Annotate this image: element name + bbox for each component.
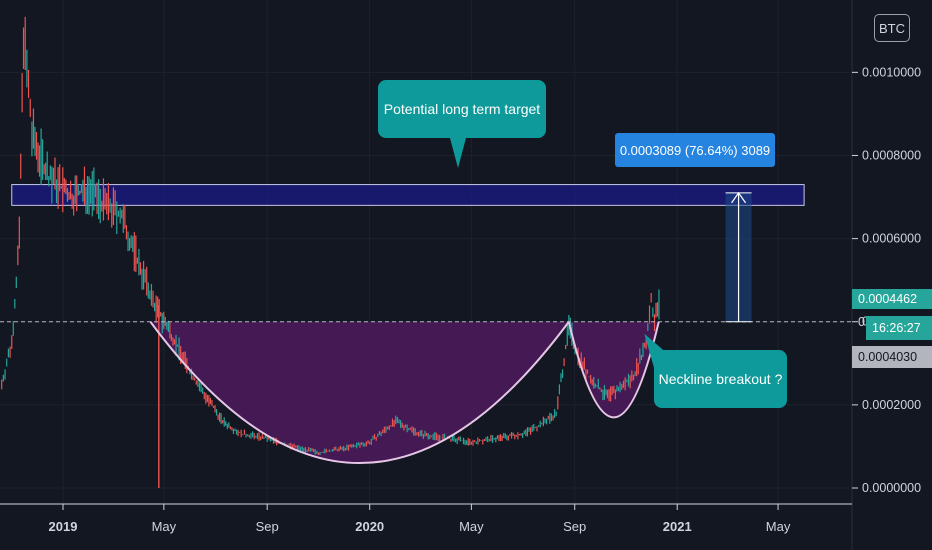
target-zone — [11, 184, 805, 206]
y-tick-label: 0.0008000 — [862, 148, 921, 162]
target-callout: Potential long term target — [378, 80, 546, 138]
marker-price-tag: 0.0004030 — [852, 346, 932, 368]
neckline-callout: Neckline breakout ? — [654, 350, 787, 408]
y-tick-label: 0.0006000 — [862, 232, 921, 246]
hidden-price-fragment: 0 — [858, 315, 865, 329]
x-tick-label: 2021 — [663, 519, 692, 534]
price-series — [1, 16, 660, 488]
y-tick-label: 0.0010000 — [862, 65, 921, 79]
current-price-tag: 0.0004462 — [852, 289, 932, 309]
x-tick-label: May — [766, 519, 791, 534]
cup-outline — [149, 321, 570, 464]
symbol-badge[interactable]: BTC — [874, 14, 910, 42]
y-axis: 0.00000000.00020000.00040000.00060000.00… — [852, 65, 921, 495]
x-axis: 2019 May Sep 2020 May Sep 2021 May — [49, 504, 791, 534]
x-tick-label: May — [152, 519, 177, 534]
y-tick-label: 0.0000000 — [862, 481, 921, 495]
y-tick-label: 0.0002000 — [862, 398, 921, 412]
x-tick-label: Sep — [563, 519, 586, 534]
x-tick-label: May — [459, 519, 484, 534]
x-tick-label: 2020 — [355, 519, 384, 534]
zones — [11, 184, 805, 464]
cup-fill — [150, 321, 569, 464]
x-tick-label: Sep — [256, 519, 279, 534]
overlays — [0, 191, 852, 464]
x-tick-label: 2019 — [49, 519, 78, 534]
countdown-tag: 16:26:27 — [866, 316, 932, 340]
target-callout-tail — [450, 138, 466, 168]
handle-outline — [567, 321, 660, 419]
measure-label: 0.0003089 (76.64%) 3089 — [615, 133, 775, 167]
